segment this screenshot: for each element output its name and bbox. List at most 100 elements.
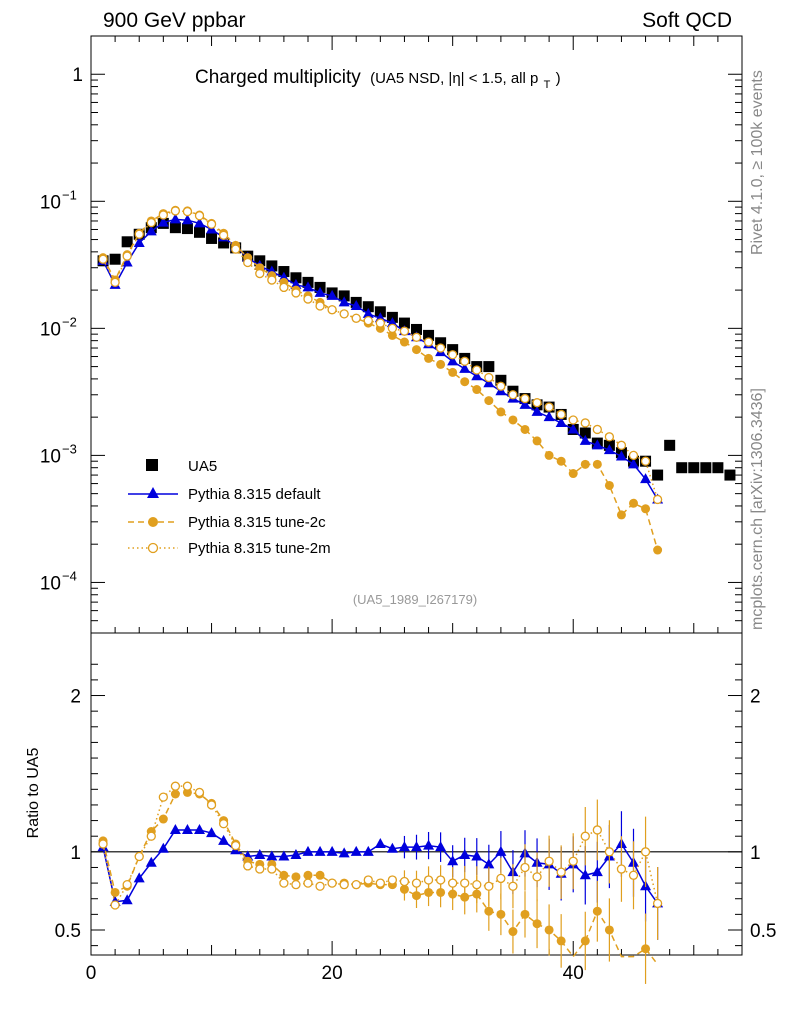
ua5-data-point [411, 323, 422, 335]
ua5-data-point [688, 462, 700, 474]
x-axis: 0 20 40 [86, 36, 743, 984]
ua5-data-point [374, 306, 386, 318]
default-ratio-marker [591, 866, 603, 877]
tune2m-ratio-marker [616, 864, 627, 874]
tune2c-ratio-marker [508, 927, 518, 937]
default-ratio-marker [579, 869, 591, 880]
tune2m-marker [423, 337, 434, 347]
tune2m-ratio-marker [231, 840, 241, 851]
tune2m-ratio-marker [604, 847, 615, 857]
tune2m-ratio-marker [194, 787, 205, 798]
tune2m-ratio-marker [484, 881, 494, 891]
tune2m-ratio-marker [460, 878, 470, 888]
lower-marks [97, 781, 664, 984]
tune2m-marker [315, 301, 325, 311]
tune2m-marker [158, 210, 168, 220]
default-marker [543, 411, 555, 422]
tune2m-ratio-marker [110, 900, 120, 910]
default-marker [133, 236, 145, 247]
tune2c-marker [399, 337, 409, 347]
default-marker [555, 416, 567, 427]
tune2m-marker [520, 393, 530, 404]
tune2m-marker [351, 313, 361, 323]
default-ratio-marker [374, 838, 386, 849]
x-tick-label: 0 [86, 963, 97, 984]
default-marker [338, 296, 350, 307]
tune2m-marker [616, 440, 627, 450]
tune2m-ratio-marker [218, 819, 229, 829]
tune2m-ratio-marker [146, 831, 156, 841]
ua5-data-point [664, 439, 676, 451]
upper-y-tick-label: 10 [40, 192, 61, 213]
default-ratio-marker [266, 850, 278, 861]
legend-marker-default [147, 487, 159, 498]
default-ratio-marker [471, 850, 483, 861]
ua5-data-point [676, 462, 688, 474]
ua5-data-point [495, 374, 507, 386]
analysis-watermark: (UA5_1989_I267179) [353, 592, 477, 607]
tune2m-marker [267, 275, 277, 285]
legend: UA5 Pythia 8.315 default Pythia 8.315 tu… [128, 458, 331, 557]
default-ratio-marker [483, 858, 495, 869]
tune2m-marker [303, 294, 313, 304]
tune2c-marker [387, 330, 397, 340]
tune2m-marker [363, 315, 373, 326]
default-ratio-marker [169, 823, 181, 834]
tune2m-ratio-marker [592, 825, 602, 835]
tune2c-ratio-marker [484, 906, 494, 916]
default-marker [591, 439, 603, 450]
default-ratio-marker [278, 850, 290, 861]
ratio-axis-label: Ratio to UA5 [25, 748, 42, 839]
tune2c-ratio-marker [580, 936, 590, 946]
tune2c-marker [436, 359, 446, 369]
tune2m-marker [435, 343, 446, 353]
default-ratio-marker [326, 845, 338, 856]
plot-title-sub: (UA5 NSD, |η| < 1.5, all p [370, 70, 538, 87]
series-line-tune2m [102, 210, 659, 500]
tune2m-ratio-marker [399, 876, 410, 887]
default-marker [603, 444, 615, 455]
default-ratio-marker [398, 841, 410, 852]
tune2m-marker [411, 332, 422, 342]
upper-y-tick-label: 10 [40, 319, 61, 340]
tune2c-marker [568, 469, 578, 479]
tune2m-ratio-marker [122, 880, 132, 890]
tune2c-ratio-marker [544, 925, 554, 935]
tune2c-marker [448, 367, 458, 377]
tune2c-ratio-marker [604, 925, 614, 935]
tune2m-marker [448, 350, 458, 360]
default-marker [471, 370, 483, 381]
default-marker [194, 217, 205, 228]
ua5-data-point [218, 237, 230, 249]
default-ratio-marker [194, 823, 205, 834]
legend-marker-tune2c [148, 517, 158, 527]
upper-axes: 110−110−210−310−4 [40, 65, 742, 622]
lower-y-tick-label-right: 1 [750, 843, 761, 864]
tune2m-ratio-marker [170, 781, 181, 791]
lower-y-tick-label-right: 2 [750, 687, 761, 708]
tune2m-marker [255, 268, 265, 279]
default-marker [145, 225, 157, 236]
upper-y-tick-exponent: −2 [62, 314, 77, 329]
tune2c-marker [496, 407, 506, 417]
tune2m-marker [122, 251, 132, 261]
tune2m-ratio-marker [98, 839, 108, 849]
ua5-data-point [121, 236, 133, 248]
tune2m-ratio-marker [315, 881, 325, 891]
default-marker [519, 398, 531, 409]
default-ratio-marker [362, 845, 374, 856]
legend-label-ua5: UA5 [188, 458, 217, 475]
tune2c-ratio-marker [496, 909, 506, 919]
default-marker [290, 278, 302, 289]
tune2m-marker [496, 381, 506, 391]
default-ratio-marker [254, 848, 266, 859]
ua5-data-point [579, 427, 591, 439]
ua5-data-point [169, 222, 181, 234]
plot-title-sub-close: ) [556, 70, 561, 87]
tune2m-marker [98, 254, 108, 264]
tune2m-ratio-marker [158, 792, 168, 802]
legend-label-tune2c: Pythia 8.315 tune-2c [188, 514, 326, 531]
tune2m-ratio-marker [363, 875, 373, 885]
default-marker [386, 317, 398, 328]
